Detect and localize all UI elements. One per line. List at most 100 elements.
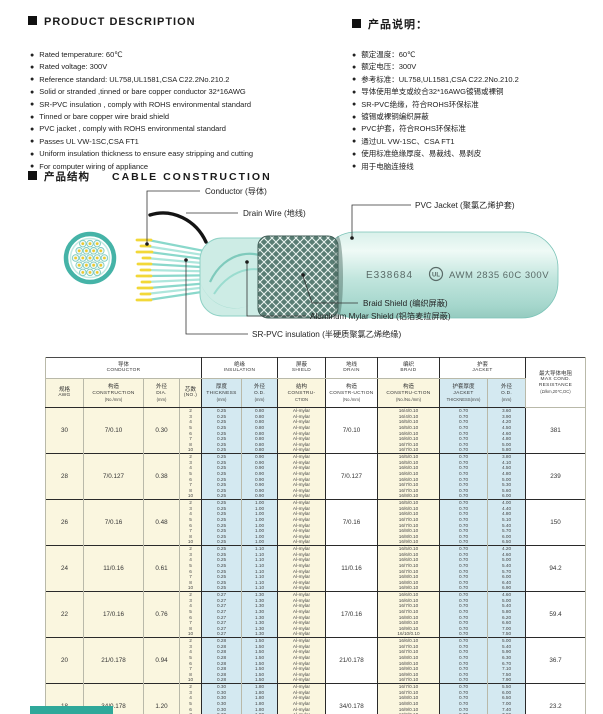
cell-max-resistance: 381 [525,407,586,454]
list-item: SR-PVC insulation , comply with ROHS env… [30,99,253,111]
cable-marking-prefix: E338684 [366,270,413,281]
list-item: 导体使用单支或绞合32*16AWG镀锡或裸铜 [352,86,519,98]
cell-shield-construction: Al-mylar Al-mylar Al-mylar Al-mylar Al-mylar… [277,407,326,454]
list-item: 用于电脑连接线 [352,161,519,173]
subheader-awg: 规格 AWG [45,378,84,408]
cell-awg: 26 [45,499,84,546]
spec-table-body: 30 7/0.10 0.30 2 3 4 5 6 7 8 10 0.25 0.25 0.25 0.25 0.2… [45,407,586,714]
spec-row-awg-28: 28 7/0.127 0.38 2 3 4 5 6 7 8 10 0.25 0.25 0.25 0.25 0.… [45,453,586,500]
header-max-resistance: 最大导体电阻 MAX COND. RESISTANCE (Ω/km,20℃,DC… [525,357,586,408]
subheader-cores: 芯数 (NO.) [179,378,202,408]
header-jacket: 护套 JACKET [439,357,526,379]
cell-insulation-od: 0.80 0.80 0.80 0.80 0.80 0.80 0.80 0.80 [241,407,278,454]
cell-drain-construction: 11/0.16 [325,545,378,592]
cell-jacket-thickness: 0.700.700.700.700.700.700.700.70 [439,683,488,714]
cell-awg: 28 [45,453,84,500]
subheader-thickness: 厚度 THICKNESS (mm) [201,378,242,408]
section-title-cable-construction: 产品结构 CABLE CONSTRUCTION [28,167,272,185]
label-sr-pvc-insulation: SR-PVC insulation (半硬质聚氯乙烯绝缘) [252,329,401,339]
list-item: PVC护套，符合ROHS环保标准 [352,123,519,135]
cell-max-resistance: 239 [525,453,586,500]
cell-insulation-od: 1.10 1.10 1.10 1.10 1.10 1.10 1.10 1.10 [241,545,278,592]
list-item: 使用标准绝缘厚度、易裁线、易剥皮 [352,148,519,160]
cell-max-resistance: 36.7 [525,637,586,684]
cell-construction: 7/0.10 [83,407,144,454]
cross-section-conductor-dots [74,242,106,274]
label-aluminum-mylar: Aluminum Mylar Shield (铝箔麦拉屏蔽) [310,311,451,321]
table-header-groups: 导体 CONDUCTOR 绝缘 INSULATION 屏蔽 SHIELD 地线 DRAI… [45,357,586,408]
braid-shield-section [257,235,343,319]
spec-row-awg-24: 24 11/0.16 0.61 2 3 4 5 6 7 8 10 0.25 0.25 0.25 0.25 0.… [45,545,586,592]
header-shield: 屏蔽 SHIELD [277,357,326,379]
cell-shield-construction: Al-mylar Al-mylar Al-mylar Al-mylar Al-mylar… [277,591,326,638]
list-item: 参考标准：UL758,UL1581,CSA C22.2No.210.2 [352,74,519,86]
leader-dots [145,236,354,277]
cell-awg: 22 [45,591,84,638]
cable-marking-suffix: AWM 2835 60C 300V [449,270,549,281]
label-drain-wire: Drain Wire (地线) [243,208,306,218]
cell-jacket-od: 4.00 4.40 4.80 5.10 5.40 5.70 6.00 6.50 [487,499,526,546]
list-item: PVC jacket , comply with ROHS environmen… [30,123,253,135]
section-title-product-description-zh: 产品说明： [352,16,428,32]
cell-dia: 0.48 [143,499,180,546]
cell-insulation-od: 1.801.801.801.801.801.801.801.80 [241,683,278,714]
cell-construction: 21/0.178 [83,637,144,684]
cell-insulation-thickness: 0.25 0.25 0.25 0.25 0.25 0.25 0.25 0.25 [201,499,242,546]
cell-braid-construction: 16/6/0.10 16/6/0.10 16/7/0.10 16/7/0.10 16/8… [377,591,440,638]
cell-insulation-thickness: 0.25 0.25 0.25 0.25 0.25 0.25 0.25 0.25 [201,407,242,454]
spec-row-awg-22: 22 17/0.16 0.76 2 3 4 5 6 7 8 10 0.27 0.27 0.27 0.27 0.… [45,591,586,638]
product-description-list-zh: 额定温度：60℃ 额定电压：300V 参考标准：UL758,UL1581,CSA… [352,49,519,173]
spec-row-awg-26: 26 7/0.16 0.48 2 3 4 5 6 7 8 10 0.25 0.25 0.25 0.25 0.2… [45,499,586,546]
cell-insulation-thickness: 0.28 0.28 0.28 0.28 0.28 0.28 0.28 0.28 [201,637,242,684]
list-item: Reference standard: UL758,UL1581,CSA C22… [30,74,253,86]
leader-lines [146,190,411,335]
cell-braid-construction: 16/7/0.10 16/7/0.10 16/8/0.10 16/8/0.10 16/9… [377,683,440,714]
subheader-ins-od: 外径 O.D. (mm) [241,378,278,408]
cell-construction: 17/0.16 [83,591,144,638]
list-item: 镀锡或裸铜编织屏蔽 [352,111,519,123]
cell-dia: 0.30 [143,407,180,454]
cell-braid-construction: 16/6/0.10 16/7/0.10 16/7/0.10 16/8/0.10 16/8… [377,637,440,684]
cell-dia: 0.94 [143,637,180,684]
cell-shield-construction: Al-mylar Al-mylar Al-mylar Al-mylar Al-mylar… [277,637,326,684]
drain-wire [148,211,208,244]
cell-construction: 7/0.127 [83,453,144,500]
cell-braid-construction: 16/5/0.10 16/6/0.10 16/6/0.10 16/7/0.10 16/7… [377,499,440,546]
cell-drain-construction: 17/0.16 [325,591,378,638]
cell-awg: 24 [45,545,84,592]
label-braid-shield: Braid Shield (编织屏蔽) [363,298,448,308]
section-marker-icon [28,171,37,180]
cell-shield-construction: Al-mylar Al-mylar Al-mylar Al-mylar Al-mylar… [277,545,326,592]
subheader-drain-construction: 构造 CONSTR-UCTION (No./mm) [325,378,378,408]
section-title-en: CABLE CONSTRUCTION [112,171,272,183]
cell-shield-construction: Al-mylar Al-mylar Al-mylar Al-mylar Al-mylar… [277,453,326,500]
cross-section-cores [71,239,109,277]
cell-insulation-thickness: 0.27 0.27 0.27 0.27 0.27 0.27 0.27 0.27 [201,591,242,638]
cell-insulation-od: 1.30 1.30 1.30 1.30 1.30 1.30 1.30 1.30 [241,591,278,638]
product-description-list-en: Rated temperature: 60℃ Rated voltage: 30… [30,49,253,173]
spec-row-awg-18: 1834/0.1781.202345678100.300.300.300.300… [45,683,586,714]
section-title-zh: 产品结构 [44,171,90,183]
list-item: 额定电压：300V [352,61,519,73]
subheader-dia: 外径 DIA. (mm) [143,378,180,408]
cell-insulation-thickness: 0.25 0.25 0.25 0.25 0.25 0.25 0.25 0.25 [201,453,242,500]
cell-insulation-od: 1.00 1.00 1.00 1.00 1.00 1.00 1.00 1.00 [241,499,278,546]
list-item: For computer wiring of appliance [30,161,253,173]
pvc-jacket-body: E338684 UL AWM 2835 60C 300V [319,231,559,319]
header-insulation: 绝缘 INSULATION [201,357,278,379]
section-marker-icon [352,19,361,28]
list-item: SR-PVC绝缘，符合ROHS环保标准 [352,99,519,111]
spec-row-awg-30: 30 7/0.10 0.30 2 3 4 5 6 7 8 10 0.25 0.25 0.25 0.25 0.2… [45,407,586,454]
cell-construction: 34/0.178 [83,683,144,714]
cell-jacket-od: 4.60 5.00 5.40 5.80 6.20 6.60 7.00 7.50 [487,591,526,638]
cell-insulation-od: 1.50 1.50 1.50 1.50 1.50 1.50 1.50 1.50 [241,637,278,684]
